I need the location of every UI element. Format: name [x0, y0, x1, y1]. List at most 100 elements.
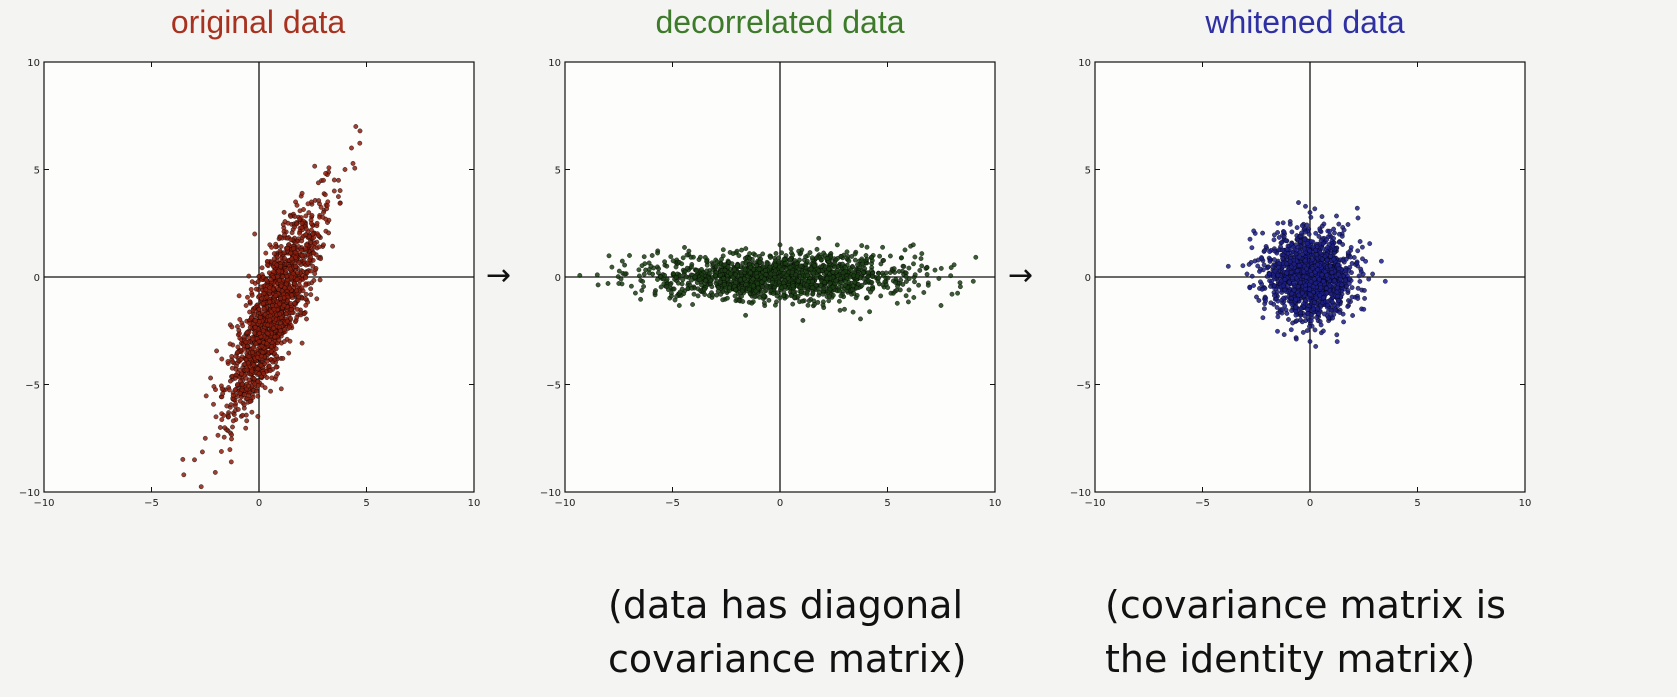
scatter-point: [293, 263, 298, 269]
scatter-point: [1308, 318, 1314, 324]
scatter-point: [732, 293, 738, 299]
scatter-point: [289, 230, 295, 236]
scatter-point: [1263, 298, 1268, 304]
scatter-point: [250, 336, 256, 342]
scatter-point: [718, 291, 724, 297]
scatter-point: [906, 287, 912, 293]
scatter-point: [1349, 285, 1355, 290]
arrow-right-icon: →: [486, 258, 512, 293]
scatter-point: [733, 280, 739, 285]
scatter-point: [1262, 306, 1267, 312]
scatter-point: [285, 318, 290, 324]
scatter-point: [577, 273, 583, 278]
x-tick-label: −5: [144, 498, 159, 509]
scatter-point: [255, 414, 261, 419]
scatter-point: [304, 316, 309, 322]
scatter-point: [837, 298, 842, 304]
scatter-point: [919, 263, 925, 269]
scatter-point: [1361, 306, 1367, 312]
scatter-plot-original: −10 −5 0 5 10 −10 −5 0 5 10: [0, 58, 500, 550]
scatter-point: [722, 268, 728, 273]
scatter-point: [243, 339, 249, 345]
scatter-point: [733, 272, 739, 278]
scatter-point: [1297, 263, 1302, 268]
scatter-point: [251, 362, 256, 368]
scatter-point: [1298, 306, 1304, 311]
scatter-point: [303, 275, 309, 281]
scatter-point: [1315, 267, 1321, 273]
scatter-point: [1313, 247, 1319, 253]
scatter-point: [649, 253, 655, 258]
scatter-point: [273, 346, 279, 352]
scatter-point: [232, 387, 238, 393]
scatter-point: [305, 201, 311, 207]
scatter-point: [912, 272, 918, 278]
scatter-point: [271, 325, 276, 331]
scatter-point: [251, 376, 257, 382]
scatter-point: [247, 299, 253, 305]
scatter-point: [796, 248, 802, 254]
scatter-point: [901, 264, 907, 269]
scatter-point: [1328, 307, 1334, 313]
scatter-point: [1305, 307, 1310, 312]
scatter-point: [1281, 295, 1286, 301]
scatter-point: [762, 276, 767, 282]
scatter-point: [1354, 205, 1360, 211]
scatter-point: [1317, 319, 1323, 324]
scatter-point: [222, 425, 228, 431]
scatter-point: [1285, 283, 1291, 289]
scatter-point: [1349, 261, 1355, 266]
scatter-point: [673, 264, 679, 270]
scatter-point: [256, 306, 262, 312]
scatter-point: [281, 339, 287, 344]
scatter-point: [1286, 317, 1291, 322]
scatter-point: [350, 161, 356, 166]
scatter-point: [595, 282, 601, 288]
caption-line: covariance matrix): [608, 637, 967, 681]
scatter-point: [256, 371, 262, 377]
scatter-point: [1350, 313, 1355, 318]
scatter-point: [1345, 304, 1351, 309]
scatter-point: [826, 266, 832, 272]
scatter-point: [902, 247, 908, 253]
scatter-point: [295, 270, 300, 276]
scatter-point: [284, 273, 290, 279]
scatter-point: [1341, 227, 1347, 233]
scatter-point: [790, 301, 796, 307]
scatter-point: [250, 345, 256, 351]
scatter-point: [1302, 237, 1308, 242]
scatter-point: [1284, 247, 1290, 252]
scatter-point: [1331, 278, 1337, 284]
scatter-point: [859, 282, 865, 288]
scatter-point: [299, 248, 305, 253]
scatter-point: [795, 278, 801, 284]
scatter-point: [1339, 233, 1345, 239]
scatter-point: [752, 294, 758, 300]
scatter-point: [248, 287, 254, 292]
scatter-point: [641, 254, 647, 260]
scatter-point: [274, 353, 280, 359]
scatter-point: [1382, 278, 1388, 284]
scatter-point: [655, 277, 660, 282]
scatter-point: [1324, 290, 1330, 296]
scatter-point: [766, 297, 772, 303]
scatter-point: [287, 338, 293, 344]
scatter-point: [641, 284, 646, 289]
scatter-point: [294, 202, 300, 208]
scatter-point: [779, 285, 784, 291]
scatter-point: [793, 272, 799, 278]
scatter-point: [816, 268, 822, 274]
scatter-point: [776, 259, 782, 265]
scatter-point: [1300, 252, 1305, 257]
scatter-point: [1339, 282, 1345, 288]
scatter-point: [180, 457, 186, 462]
scatter-point: [1320, 246, 1326, 251]
scatter-point: [299, 285, 305, 291]
scatter-point: [249, 409, 255, 415]
scatter-point: [316, 233, 321, 239]
scatter-point: [252, 231, 258, 237]
scatter-point: [816, 286, 821, 292]
scatter-point: [308, 292, 314, 297]
scatter-point: [272, 334, 278, 340]
scatter-point: [303, 291, 309, 297]
